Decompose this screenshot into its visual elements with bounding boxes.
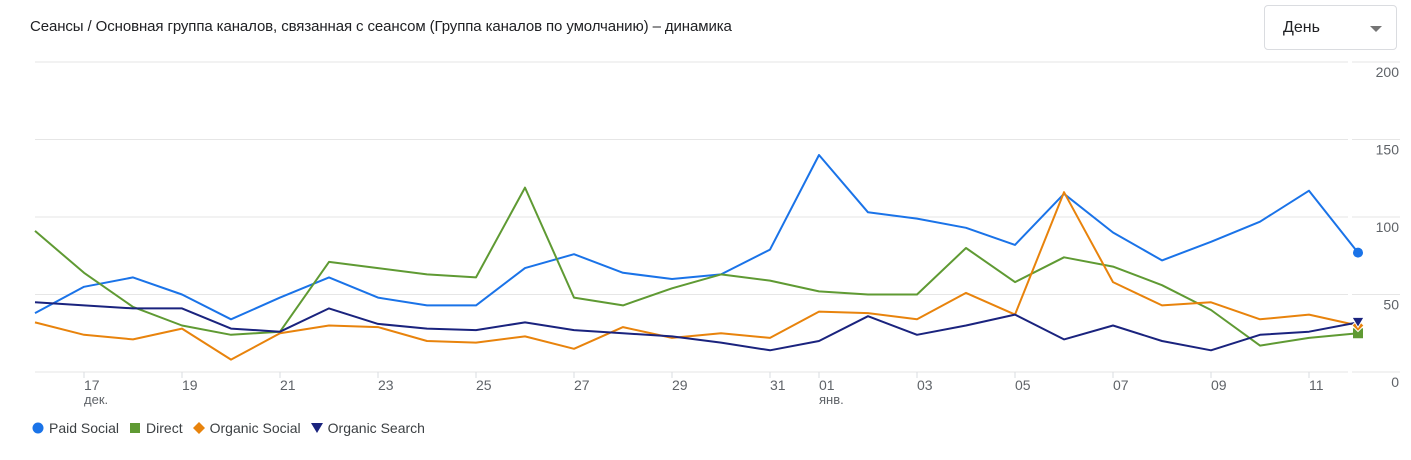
chart-title: Сеансы / Основная группа каналов, связан… xyxy=(30,18,732,35)
legend-item-direct[interactable]: Direct xyxy=(129,420,183,436)
legend-item-paid-social[interactable]: Paid Social xyxy=(32,420,119,436)
x-tick-label: 03 xyxy=(917,377,933,393)
x-tick-label: 27 xyxy=(574,377,590,393)
legend-label: Organic Social xyxy=(209,420,301,436)
x-tick-label: 07 xyxy=(1113,377,1129,393)
x-tick-label: 29 xyxy=(672,377,688,393)
y-tick-label: 0 xyxy=(1391,374,1399,390)
chart-legend: Paid Social Direct Organic Social Organic S… xyxy=(32,420,435,436)
x-tick-label: 31 xyxy=(770,377,786,393)
y-tick-label: 150 xyxy=(1376,142,1400,158)
x-tick-label: 23 xyxy=(378,377,394,393)
legend-label: Direct xyxy=(146,420,183,436)
granularity-dropdown[interactable]: День xyxy=(1264,5,1397,50)
x-tick-sublabel: дек. xyxy=(84,392,108,407)
x-tick-sublabel: янв. xyxy=(819,392,844,407)
direct-end-marker-icon[interactable] xyxy=(1353,328,1363,339)
organic-search-end-marker-icon[interactable] xyxy=(1351,316,1365,329)
series-line-organic-search[interactable] xyxy=(34,301,1359,352)
series-line-direct[interactable] xyxy=(34,186,1359,347)
x-tick-label: 21 xyxy=(280,377,296,393)
x-tick-label: 19 xyxy=(182,377,198,393)
legend-label: Organic Search xyxy=(327,420,425,436)
x-tick-label: 05 xyxy=(1015,377,1031,393)
series-line-organic-social[interactable] xyxy=(34,191,1359,361)
granularity-selected: День xyxy=(1283,19,1320,36)
dropdown-arrow-icon xyxy=(1370,26,1382,32)
x-tick-label: 11 xyxy=(1309,377,1324,393)
y-tick-label: 50 xyxy=(1383,297,1399,313)
x-tick-label: 17 xyxy=(84,377,100,393)
diamond-icon xyxy=(192,422,205,434)
legend-item-organic-search[interactable]: Organic Search xyxy=(310,420,425,436)
paid-social-end-marker-icon[interactable] xyxy=(1353,247,1363,258)
x-tick-label: 25 xyxy=(476,377,492,393)
legend-item-organic-social[interactable]: Organic Social xyxy=(192,420,301,436)
y-tick-label: 100 xyxy=(1376,219,1400,235)
series-line-paid-social[interactable] xyxy=(34,154,1359,321)
triangle-down-icon xyxy=(310,423,323,433)
square-icon xyxy=(130,423,141,433)
y-tick-label: 200 xyxy=(1376,64,1400,80)
x-tick-label: 01 xyxy=(819,377,835,393)
legend-label: Paid Social xyxy=(49,420,120,436)
circle-icon xyxy=(32,422,44,434)
x-tick-label: 09 xyxy=(1211,377,1227,393)
